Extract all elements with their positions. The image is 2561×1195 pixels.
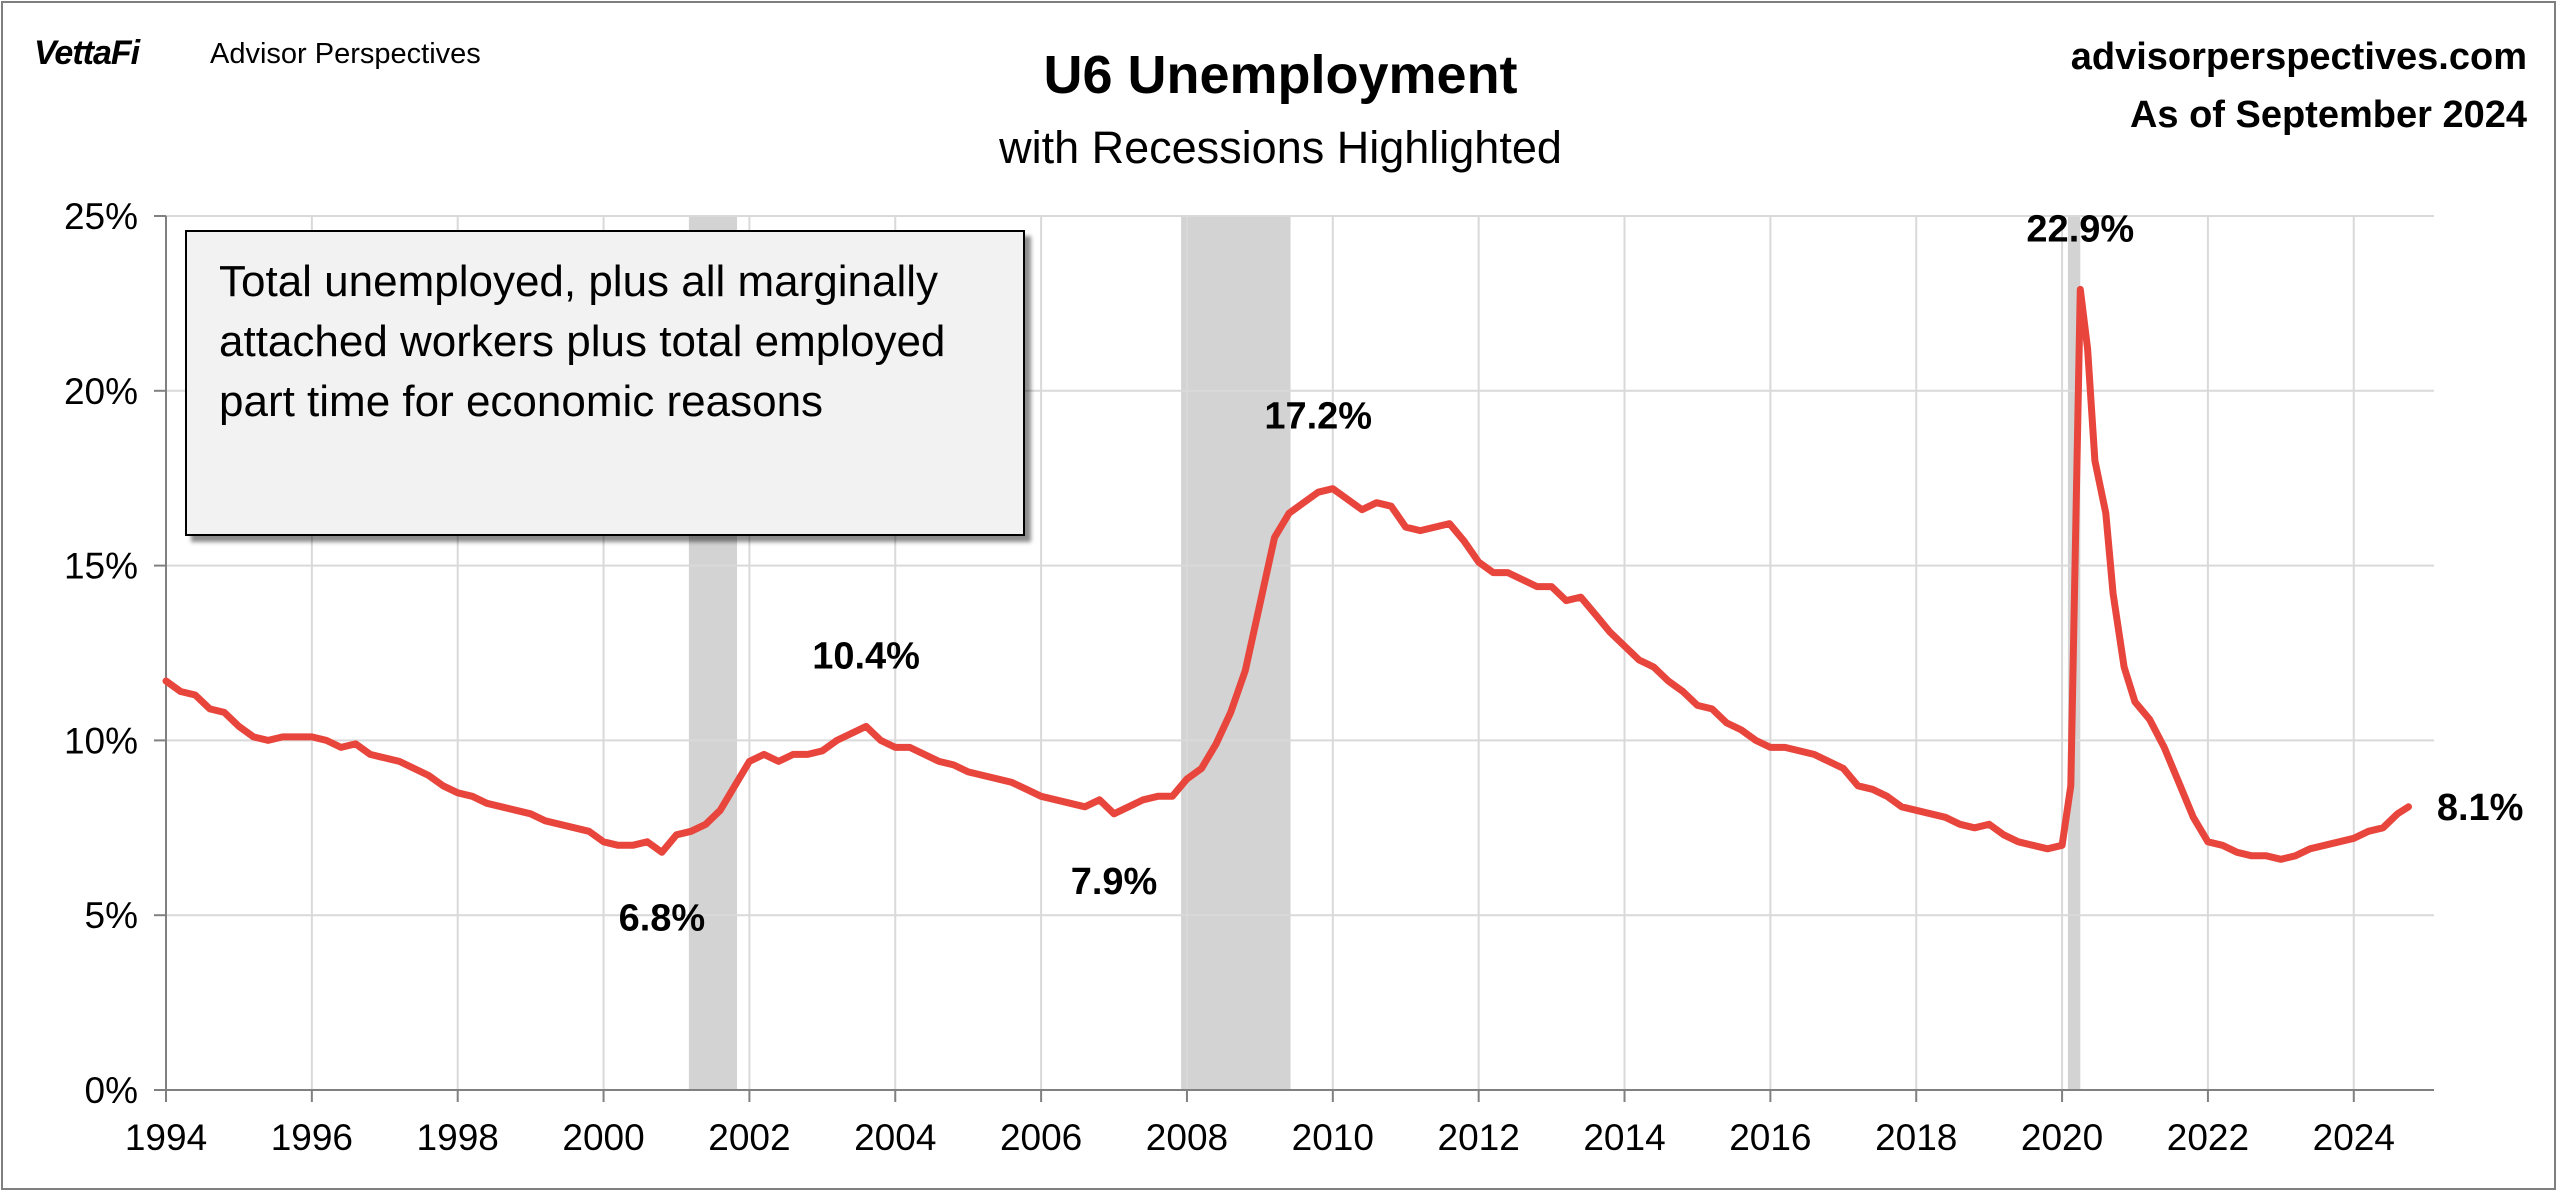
x-tick-label: 2012 [1438, 1117, 1520, 1158]
brand-logo: VettaFi [34, 34, 140, 72]
brand-subtitle: Advisor Perspectives [210, 38, 481, 70]
as-of-date: As of September 2024 [2129, 94, 2527, 136]
x-tick-label: 2014 [1583, 1117, 1665, 1158]
definition-note-text: Total unemployed, plus all marginally at… [219, 257, 946, 426]
x-tick-label: 2008 [1146, 1117, 1228, 1158]
site-url: advisorperspectives.com [2070, 36, 2527, 78]
y-axis-labels: 0% 5% 10% 15% 20% 25% [64, 196, 138, 1111]
data-label: 7.9% [1071, 861, 1158, 903]
x-tick-label: 2018 [1875, 1117, 1957, 1158]
x-axis-labels: 1994 1996 1998 2000 2002 2004 2006 2008 2010 2012… [125, 1117, 2395, 1158]
y-tick-label: 10% [64, 720, 138, 761]
x-tick-label: 2024 [2313, 1117, 2395, 1158]
data-label: 10.4% [812, 635, 920, 677]
recession-band [1181, 216, 1291, 1090]
data-label: 6.8% [619, 897, 706, 939]
definition-note: Total unemployed, plus all marginally at… [185, 230, 1025, 536]
x-tick-label: 2016 [1729, 1117, 1811, 1158]
x-tick-label: 2010 [1292, 1117, 1374, 1158]
source-block: advisorperspectives.com As of September … [2071, 28, 2527, 144]
x-tick-label: 2022 [2167, 1117, 2249, 1158]
y-tick-label: 0% [85, 1070, 138, 1111]
x-tick-label: 1994 [125, 1117, 207, 1158]
data-annotations: 6.8% 10.4% 7.9% 17.2% 22.9% 8.1% [619, 208, 2524, 939]
x-tick-label: 2006 [1000, 1117, 1082, 1158]
x-tick-label: 1996 [271, 1117, 353, 1158]
y-tick-label: 15% [64, 546, 138, 587]
y-tick-label: 25% [64, 196, 138, 237]
x-tick-label: 1998 [417, 1117, 499, 1158]
y-tick-label: 5% [85, 895, 138, 936]
data-label: 8.1% [2437, 787, 2524, 829]
chart-title: U6 Unemployment [1043, 45, 1518, 105]
y-tick-label: 20% [64, 371, 138, 412]
x-tick-label: 2020 [2021, 1117, 2103, 1158]
series-line [162, 285, 2412, 863]
chart-subtitle: with Recessions Highlighted [999, 122, 1562, 173]
x-tick-label: 2004 [854, 1117, 936, 1158]
data-label: 17.2% [1264, 396, 1372, 438]
x-tick-label: 2002 [708, 1117, 790, 1158]
series-lines [162, 285, 2412, 863]
data-label: 22.9% [2026, 208, 2134, 250]
axes [154, 215, 2434, 1102]
x-tick-label: 2000 [562, 1117, 644, 1158]
